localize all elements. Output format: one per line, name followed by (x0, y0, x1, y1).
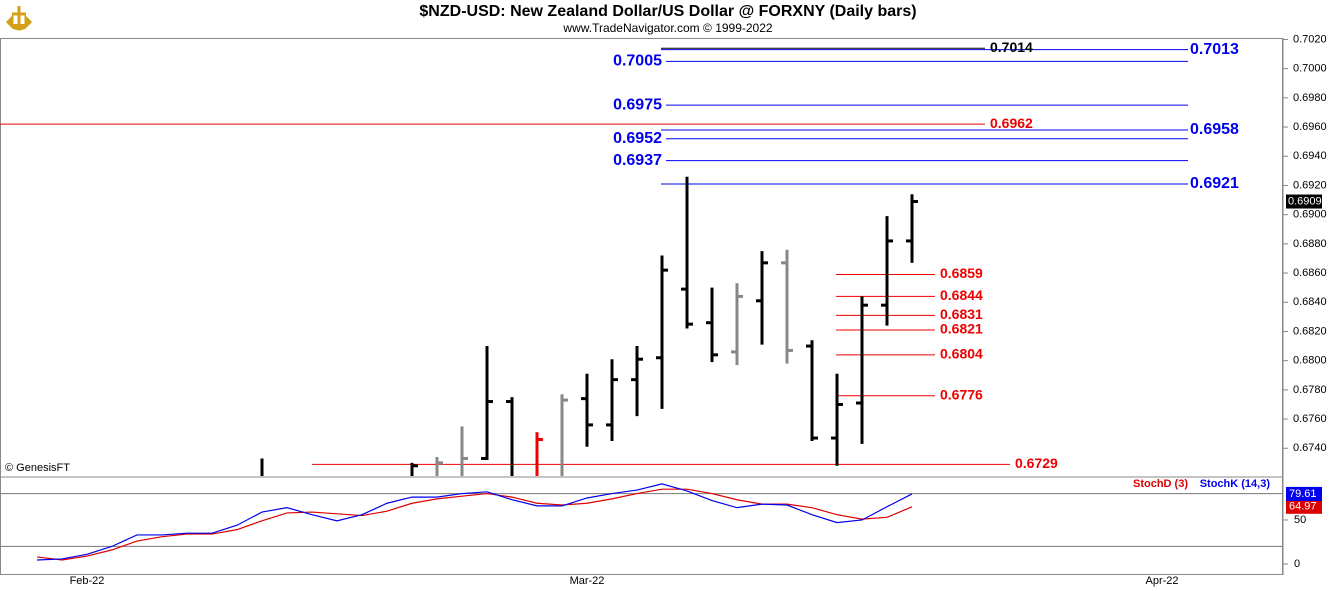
last-value-box (1286, 499, 1322, 514)
y-tick-label: 0.7000 (1293, 63, 1327, 75)
y-tick-label: 0.6740 (1293, 442, 1327, 454)
level-label: 0.6821 (940, 321, 983, 337)
plot-frame (0, 38, 1283, 575)
y-tick-label: 0.6980 (1293, 92, 1327, 104)
y-tick-label: 0.6860 (1293, 267, 1327, 279)
level-label: 0.6958 (1190, 121, 1239, 138)
watermark: © GenesisFT (5, 462, 70, 474)
chart-body: 0.6740 0.6760 0.6780 0.6800 0.6820 0.6840 0.68… (0, 33, 1327, 587)
level-label: 0.6975 (613, 96, 662, 113)
level-label: 0.6804 (940, 346, 983, 362)
level-label: 0.6921 (1190, 175, 1239, 192)
level-label: 0.6776 (940, 386, 983, 402)
chart-title: $NZD-USD: New Zealand Dollar/US Dollar @… (419, 3, 916, 20)
y-tick-label: 0.6780 (1293, 384, 1327, 396)
level-label: 0.6962 (990, 115, 1033, 131)
logo (4, 4, 34, 34)
x-tick-label: Feb-22 (70, 575, 105, 587)
last-price-label: 0.6909 (1288, 195, 1322, 207)
x-tick-label: Mar-22 (570, 575, 605, 587)
level-label: 0.6831 (940, 306, 983, 322)
level-label: 0.7014 (990, 39, 1033, 55)
y-tick-label: 0.6960 (1293, 121, 1327, 133)
level-label: 0.6937 (613, 152, 662, 169)
y-tick-label: 0.6920 (1293, 179, 1327, 191)
y-tick-label: 0 (1294, 558, 1300, 570)
legend-label: StochD (3) (1133, 478, 1188, 490)
last-price-box (1286, 194, 1322, 209)
y-tick-label: 0.6900 (1293, 209, 1327, 221)
stoch-line (36, 488, 913, 561)
y-tick-label: 0.6760 (1293, 413, 1327, 425)
y-tick-label: 0.6800 (1293, 355, 1327, 367)
stoch-line (36, 483, 913, 561)
y-tick-label: 0.7020 (1293, 33, 1327, 45)
x-tick-label: Apr-22 (1145, 575, 1178, 587)
y-tick-label: 0.6880 (1293, 238, 1327, 250)
chart-subtitle: www.TradeNavigator.com © 1999-2022 (562, 21, 772, 35)
last-value-label: 64.97 (1289, 501, 1317, 513)
last-value-box (1286, 486, 1322, 501)
level-label: 0.6952 (613, 130, 662, 147)
level-label: 0.6859 (940, 265, 983, 281)
y-tick-label: 0.6940 (1293, 150, 1327, 162)
price-panel (0, 47, 1188, 476)
level-label: 0.7005 (613, 53, 662, 70)
last-value-label: 79.61 (1289, 488, 1317, 500)
level-label: 0.6729 (1015, 455, 1058, 471)
level-label: 0.6844 (940, 287, 983, 303)
y-tick-label: 0.6840 (1293, 296, 1327, 308)
y-tick-label: 0.6820 (1293, 325, 1327, 337)
legend-label: StochK (14,3) (1200, 478, 1271, 490)
level-label: 0.7013 (1190, 41, 1239, 58)
y-tick-label: 50 (1294, 514, 1306, 526)
